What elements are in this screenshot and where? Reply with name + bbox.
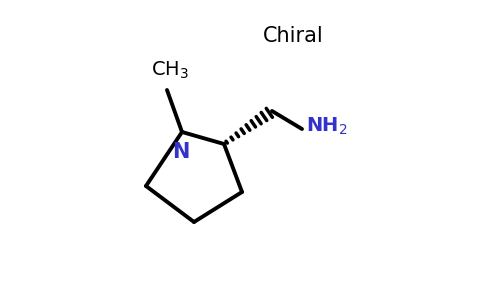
Text: CH$_3$: CH$_3$ [151, 60, 189, 81]
Text: Chiral: Chiral [263, 26, 323, 46]
Text: NH$_2$: NH$_2$ [306, 115, 348, 137]
Text: N: N [172, 142, 189, 163]
